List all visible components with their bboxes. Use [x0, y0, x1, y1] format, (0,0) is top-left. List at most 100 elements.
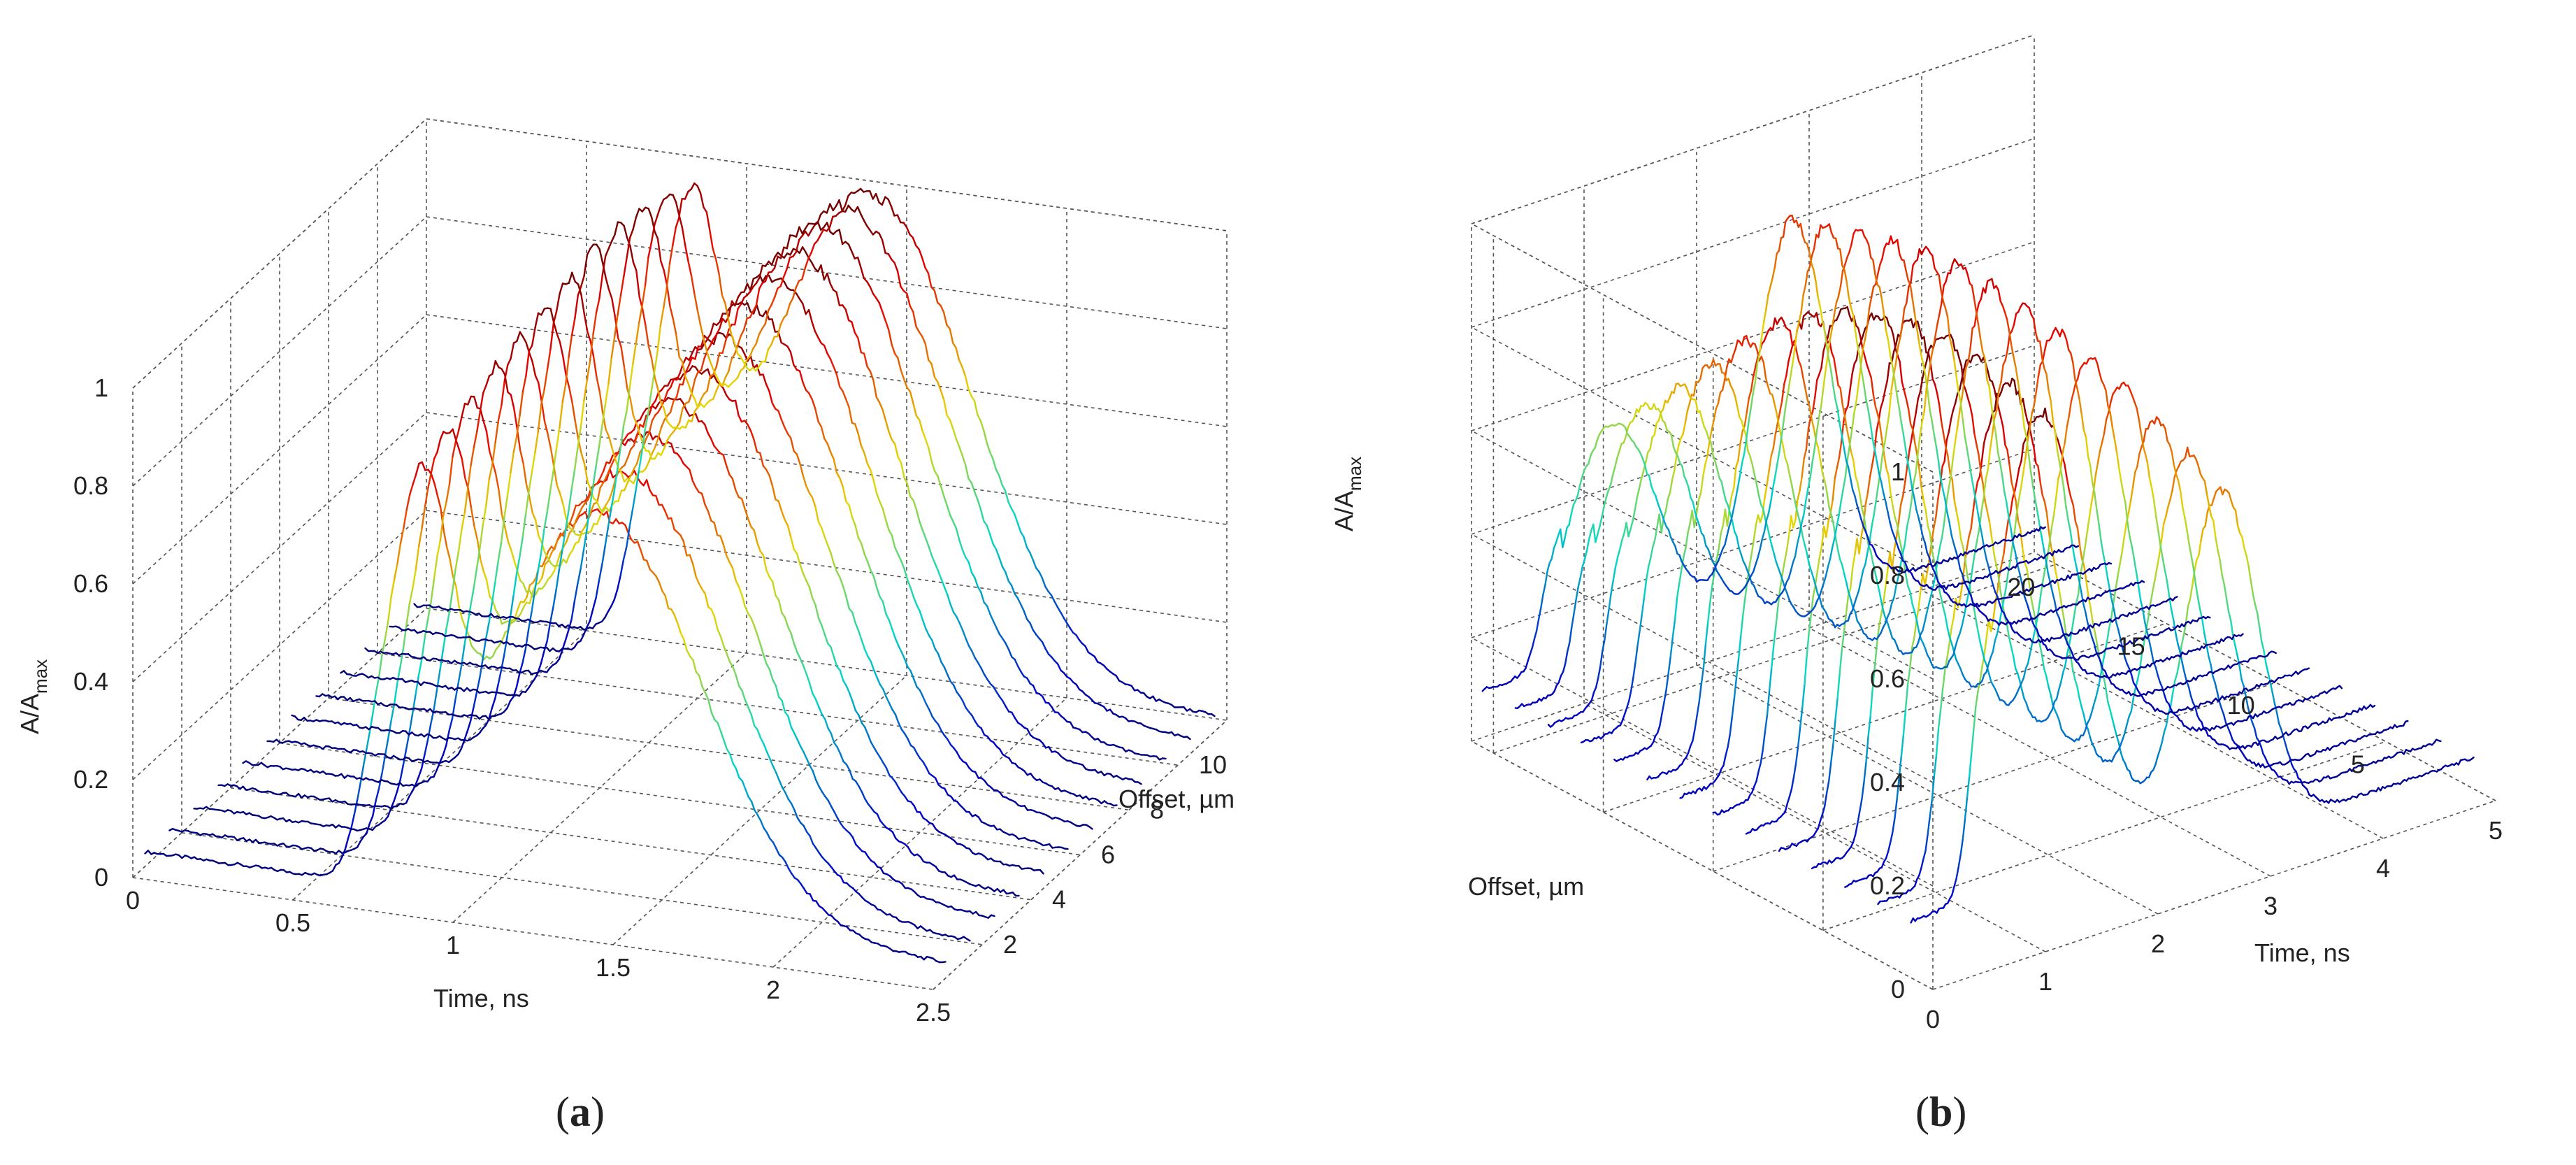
panel-a-trace-segment	[521, 513, 527, 538]
panel-a-trace-segment	[793, 548, 798, 555]
panel-b-trace-segment	[2089, 629, 2093, 638]
panel-a-trace-segment	[449, 558, 454, 578]
panel-b-trace-segment	[2159, 545, 2164, 559]
panel-a-trace-segment	[875, 586, 881, 598]
panel-b-trace-segment	[2147, 421, 2152, 430]
panel-b-trace-segment	[2106, 576, 2111, 591]
panel-b-trace-segment	[2227, 727, 2231, 734]
panel-a-trace-segment	[632, 216, 638, 231]
panel-b-trace-segment	[2183, 671, 2188, 682]
panel-a-trace-segment	[537, 403, 542, 433]
panel-b-trace-segment	[2188, 543, 2192, 557]
panel-a-trace-segment	[632, 343, 637, 365]
panel-a-trace-segment	[863, 552, 869, 563]
panel-b-trace-segment	[2118, 383, 2123, 390]
panel-a-trace-segment	[801, 267, 807, 280]
panel-a-trace-segment	[403, 508, 408, 529]
panel-a-trace-segment	[942, 311, 948, 326]
panel-b-trace-segment	[2228, 492, 2233, 502]
panel-a-series-trace	[413, 182, 1216, 717]
panel-b-trace-segment	[1945, 660, 1950, 669]
panel-a-trace-segment	[1023, 610, 1028, 620]
panel-b-trace-segment	[2115, 734, 2120, 743]
panel-a-trace-segment	[789, 297, 794, 305]
panel-b-trace-segment	[2057, 439, 2061, 450]
panel-a-trace-segment	[814, 330, 819, 338]
panel-b-trace-segment	[2192, 566, 2197, 585]
panel-b-trace-segment	[1991, 380, 1996, 389]
panel-b-trace-segment	[2072, 504, 2077, 522]
panel-a-trace-segment	[646, 559, 651, 571]
panel-a-trace-segment	[861, 638, 866, 650]
panel-b-trace-segment	[1814, 569, 1819, 586]
panel-a-trace-segment	[870, 741, 875, 749]
panel-b-trace-segment	[2282, 735, 2287, 745]
panel-a-trace-segment	[965, 762, 970, 769]
panel-a-trace-segment	[700, 392, 705, 401]
panel-b-trace-segment	[1851, 363, 1855, 375]
panel-b-trace-segment	[2082, 713, 2087, 725]
panel-a-trace-segment	[670, 378, 675, 389]
panel-b-trace-segment	[1788, 788, 1793, 798]
panel-a-trace-segment	[1069, 627, 1074, 634]
panel-a-trace-segment	[971, 715, 977, 722]
panel-a-trace-segment	[626, 525, 631, 548]
panel-a-trace-segment	[993, 741, 998, 748]
panel-a-trace-segment	[344, 836, 350, 850]
panel-b-trace-segment	[2071, 545, 2076, 559]
panel-b-trace-segment	[2187, 685, 2192, 697]
panel-a-trace-segment	[664, 595, 670, 610]
panel-b-trace-segment	[1797, 725, 1801, 748]
panel-a-trace-segment	[731, 567, 737, 582]
panel-b-trace-segment	[2177, 480, 2182, 492]
panel-a-trace-segment	[672, 427, 677, 433]
panel-a-trace-segment	[845, 595, 851, 610]
panel-b-trace-segment	[2140, 432, 2145, 448]
panel-a-trace-segment	[1014, 658, 1019, 667]
panel-a-trace-segment	[811, 262, 816, 270]
panel-b-trace-segment	[2229, 732, 2233, 741]
panel-b-trace-segment	[2180, 720, 2185, 727]
panel-a-trace-segment	[495, 609, 500, 616]
panel-a-trace-segment	[482, 637, 487, 659]
panel-a-trace-segment	[580, 275, 585, 287]
panel-a-trace-segment	[782, 268, 788, 278]
panel-b-trace-segment	[1919, 378, 1924, 393]
panel-b-trace-segment	[2217, 549, 2221, 561]
panel-b-trace-segment	[1931, 775, 1936, 801]
panel-a-trace-segment	[907, 846, 912, 854]
panel-a-trace-segment	[916, 603, 921, 612]
panel-a-trace-segment	[544, 578, 549, 586]
panel-a-trace-segment	[805, 485, 810, 494]
panel-a-trace-segment	[712, 248, 717, 260]
panel-a-trace-segment	[980, 667, 986, 676]
panel-a-trace-segment	[802, 573, 807, 582]
panel-a-trace-segment	[515, 556, 521, 576]
panel-a-trace-segment	[553, 562, 559, 572]
panel-b-trace-segment	[2131, 545, 2136, 559]
panel-b-trace-segment	[2284, 742, 2289, 752]
panel-b-trace-segment	[2256, 611, 2261, 627]
panel-a-trace-segment	[836, 817, 842, 824]
panel-a-trace-segment	[549, 308, 555, 323]
panel-a-trace-segment	[789, 351, 795, 366]
panel-a-trace-segment	[552, 588, 557, 608]
panel-a-trace-segment	[790, 536, 796, 550]
panel-a-trace-segment	[856, 206, 862, 215]
panel-a-trace-segment	[870, 806, 875, 813]
panel-b-trace-segment	[2157, 749, 2161, 758]
panel-b-trace-segment	[1836, 673, 1841, 699]
panel-b-trace-segment	[1799, 476, 1803, 492]
panel-a-trace-segment	[793, 809, 799, 819]
panel-b-trace-segment	[2056, 714, 2061, 722]
panel-b-trace-segment	[2120, 480, 2124, 494]
panel-b-trace-segment	[2066, 476, 2070, 490]
panel-b-trace-segment	[2059, 329, 2064, 338]
panel-a-trace-segment	[1005, 571, 1009, 582]
panel-b-trace-segment	[1978, 454, 1982, 473]
panel-a-trace-segment	[581, 526, 586, 533]
panel-a-trace-segment	[816, 234, 822, 242]
panel-b-trace-segment	[1820, 525, 1825, 547]
panel-b-trace-segment	[1864, 355, 1868, 366]
panel-b-trace-segment	[1993, 409, 1998, 419]
